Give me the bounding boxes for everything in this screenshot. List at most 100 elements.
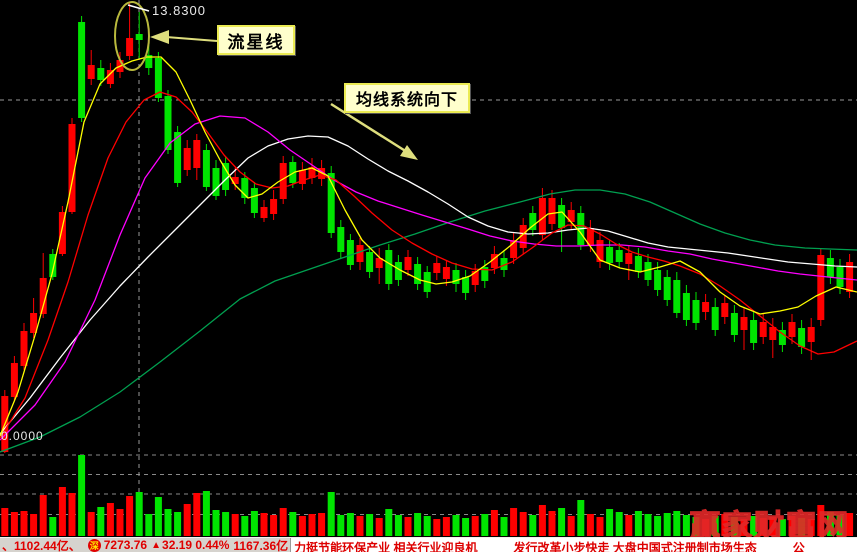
volume-bar — [519, 512, 527, 536]
volume-bar — [490, 510, 498, 536]
volume-bar — [596, 517, 604, 536]
candle-body — [106, 70, 114, 84]
volume-bar — [58, 487, 66, 536]
volume-bar — [260, 513, 268, 536]
volume-bar — [106, 503, 114, 536]
volume-bar — [135, 492, 143, 536]
volume-bar — [682, 515, 690, 536]
volume-bar — [327, 492, 335, 536]
volume-bar — [193, 493, 201, 536]
volume-bar — [452, 515, 460, 536]
candle-body — [759, 322, 767, 337]
price-high-label: 13.8300 — [152, 3, 206, 18]
volume-bar — [654, 516, 662, 536]
candle-body — [337, 227, 345, 252]
turnover-right-value: 1167.36亿 — [233, 538, 289, 552]
volume-bar — [567, 516, 575, 536]
candle-body — [567, 210, 575, 222]
candle-body — [20, 331, 28, 366]
ma-down-arrow-head — [400, 145, 418, 160]
volume-bar — [433, 519, 441, 536]
volume-bar — [798, 518, 806, 536]
volume-bar — [20, 511, 28, 536]
candle-body — [87, 65, 95, 79]
price-pointer-line — [127, 4, 150, 12]
candle-body — [442, 267, 450, 279]
volume-bar — [87, 512, 95, 536]
candle-body — [356, 245, 364, 262]
candlestick-chart[interactable] — [0, 0, 857, 537]
volume-bar — [817, 505, 825, 536]
volume-bar — [270, 515, 278, 536]
volume-bar — [78, 455, 86, 536]
candle-body — [471, 271, 479, 285]
volume-bar — [366, 514, 374, 536]
volume-bar — [462, 518, 470, 536]
candle-body — [78, 22, 86, 118]
index-value: 7273.76 — [103, 538, 148, 552]
volume-bar — [298, 516, 306, 536]
volume-bar — [606, 509, 614, 536]
candle-body — [58, 212, 66, 254]
candle-body — [692, 300, 700, 323]
candle-body — [481, 267, 489, 281]
candle-body — [68, 124, 76, 212]
candle-body — [433, 263, 441, 273]
candle-body — [308, 167, 316, 178]
candle-body — [404, 257, 412, 270]
candle-body — [663, 277, 671, 300]
candle-body — [490, 254, 498, 268]
candle-body — [807, 327, 815, 342]
volume-bar — [500, 517, 508, 536]
candle-body — [164, 96, 172, 150]
volume-bar — [1, 508, 9, 536]
candle-body — [452, 270, 460, 284]
candle-body — [826, 258, 834, 277]
volume-bar — [30, 514, 38, 536]
volume-bar — [702, 519, 710, 536]
arrow-shaft-to-shooting-star — [165, 36, 218, 42]
volume-bar — [423, 516, 431, 536]
volume-bar — [673, 511, 681, 536]
axis-zero-label: 0.0000 — [1, 429, 44, 443]
candle-body — [327, 173, 335, 233]
ma-down-arrow-shaft — [330, 102, 408, 154]
candle-body — [97, 68, 105, 80]
volume-bar — [750, 516, 758, 536]
volume-bar — [586, 514, 594, 536]
volume-bar — [346, 513, 354, 536]
candle-body — [279, 163, 287, 199]
volume-bar — [548, 511, 556, 536]
volume-bar — [375, 518, 383, 536]
candle-body — [788, 322, 796, 337]
candle-body — [682, 293, 690, 320]
candle-body — [606, 247, 614, 263]
volume-bar — [836, 515, 844, 536]
candle-body — [250, 188, 258, 213]
volume-bar — [807, 519, 815, 536]
candle-body — [798, 328, 806, 347]
ma-line-green — [0, 189, 857, 453]
volume-bar — [202, 491, 210, 536]
volume-bar — [634, 511, 642, 536]
candle-body — [289, 162, 297, 183]
volume-bar — [174, 512, 182, 536]
candle-body — [145, 55, 153, 68]
candle-body — [10, 363, 18, 397]
candle-body — [270, 199, 278, 214]
candle-body — [500, 258, 508, 270]
volume-bar — [721, 514, 729, 536]
candle-body — [529, 213, 537, 230]
volume-bar — [558, 508, 566, 536]
volume-bar — [356, 516, 364, 536]
volume-bar — [145, 514, 153, 536]
candle-body — [596, 240, 604, 262]
ma-system-down-callout: 均线系统向下 — [344, 83, 470, 113]
volume-bar — [759, 518, 767, 536]
candle-body — [654, 270, 662, 290]
volume-bar — [385, 509, 393, 536]
candle-body — [519, 225, 527, 248]
volume-bar — [68, 493, 76, 536]
candle-body — [366, 252, 374, 272]
candle-body — [740, 317, 748, 330]
